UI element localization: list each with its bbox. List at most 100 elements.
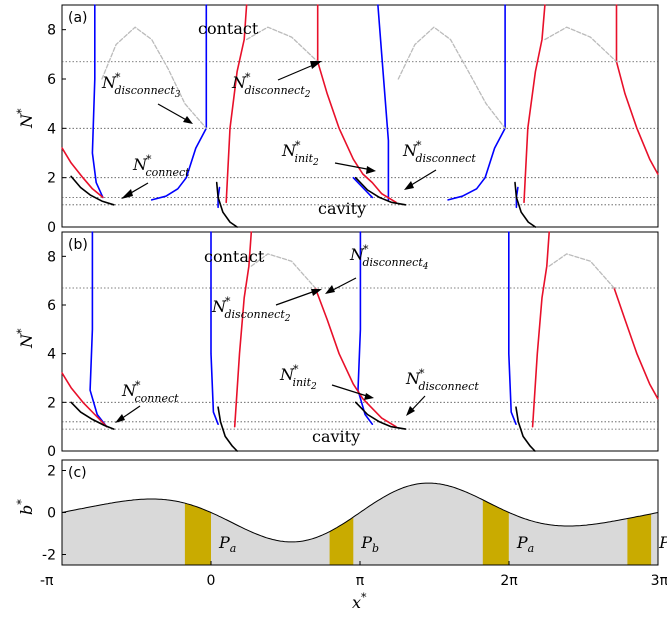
panel-a-label: (a) [68, 10, 88, 26]
panel-c-patches: PaPbPaPb [184, 499, 667, 565]
patch-label-base: P [658, 533, 667, 552]
y-tick-label: 0 [47, 506, 56, 522]
ann-sup: * [146, 153, 152, 166]
svg-text:N*disconnect3: N* disconnect3 [101, 71, 181, 100]
ann-base: N [349, 245, 365, 264]
svg-text:N*init2: N* init2 [281, 139, 319, 168]
arrow-line [334, 162, 373, 171]
panel-a-y-ticks: 0 2 4 6 8 [47, 23, 66, 236]
series-line [61, 372, 108, 428]
series-line [225, 4, 248, 204]
xlabel-base: x [352, 593, 361, 612]
panel-a-y-axis-label: N* [15, 108, 36, 129]
bottom-profile-curve [61, 482, 659, 543]
series-line [101, 26, 207, 129]
panel-a-annotation-disconnect3: N* disconnect3 [101, 71, 193, 124]
ann-base: N [101, 73, 117, 92]
patch-label-sub: b [372, 542, 379, 555]
panel-b-y-ticks: 0 2 4 6 8 [47, 249, 66, 460]
ann-sup: * [295, 139, 301, 152]
panel-a-annotation-init2: N* init2 [281, 139, 376, 174]
series-line [89, 231, 108, 428]
arrow-line [157, 103, 191, 123]
ann-sub: disconnect [363, 256, 424, 269]
ann-base: N [132, 155, 148, 174]
series-line [250, 253, 316, 289]
series-line [217, 406, 238, 452]
series-line [515, 406, 536, 452]
arrow-head [311, 289, 322, 296]
panel-a-annotation-disconnect: N* disconnect [402, 139, 476, 190]
x-tick-label: 2π [500, 573, 518, 589]
series-line [397, 26, 506, 129]
ann-sup: * [115, 71, 121, 84]
patch-label-sub: a [528, 542, 535, 555]
ann-sup: * [245, 71, 251, 84]
series-line [91, 4, 104, 199]
panel-c-label: (c) [68, 465, 87, 481]
series-line [523, 4, 546, 204]
panel-a-ylabel-star: * [15, 108, 28, 114]
x-tick-label: 3π [651, 573, 667, 589]
ann-base: N [231, 73, 247, 92]
series-line [215, 181, 238, 228]
x-axis-label: x* [352, 591, 367, 612]
series-line [61, 147, 104, 199]
patch-a [482, 499, 509, 565]
patch-label: Pa [516, 533, 534, 555]
ann-sup: * [225, 295, 231, 308]
arrow-line [275, 289, 319, 306]
panel-a-cavity-label: cavity [318, 199, 366, 218]
ann-sub: disconnect [245, 84, 306, 97]
ann-subsub: 2 [312, 158, 319, 168]
ann-sub: init [295, 152, 314, 165]
panel-b-series [61, 231, 659, 452]
ann-sup: * [135, 379, 141, 392]
svg-text:N*connect: N* connect [132, 153, 190, 179]
patch-b [329, 517, 354, 565]
ann-sub: connect [135, 392, 180, 405]
panel-a-annotation-connect: N* connect [121, 153, 190, 199]
series-line [233, 231, 253, 428]
ann-subsub: 3 [175, 90, 181, 100]
ann-subsub: 4 [422, 262, 429, 272]
svg-text:N*disconnect: N* disconnect [402, 139, 476, 165]
ann-base: N [279, 365, 295, 384]
y-tick-label: 2 [47, 395, 56, 411]
patch-label-base: P [360, 533, 372, 552]
panel-b-annotation-disconnect2: N* disconnect2 [211, 289, 322, 324]
arrow-head [310, 61, 322, 69]
panel-b-annotation-disconnect: N* disconnect [405, 367, 479, 416]
patch-label: Pb [658, 533, 667, 555]
patch-a [184, 503, 211, 565]
panel-b-ylabel-star: * [15, 328, 28, 334]
ann-base: N [405, 369, 421, 388]
panel-c-ylabel-base: b [17, 505, 36, 515]
y-tick-label: 2 [47, 464, 56, 480]
series-line [245, 26, 319, 63]
series-line [377, 4, 390, 201]
y-tick-label: 2 [47, 171, 56, 187]
panel-a-frame [61, 4, 659, 228]
panel-b-contact-label: contact [204, 247, 265, 266]
y-tick-label: 4 [47, 347, 56, 363]
y-tick-label: 0 [47, 220, 56, 236]
x-tick-label: 0 [207, 573, 216, 589]
panel-a-contact-label: contact [198, 19, 259, 38]
patch-b [627, 513, 652, 565]
svg-text:N*disconnect: N* disconnect [405, 367, 479, 393]
series-line [531, 231, 550, 428]
svg-text:N*init2: N* init2 [279, 363, 317, 392]
svg-text:N*disconnect2: N* disconnect2 [231, 71, 311, 100]
series-line [354, 401, 407, 430]
patch-label: Pa [218, 533, 236, 555]
y-tick-label: 0 [47, 444, 56, 460]
ann-subsub: 2 [284, 314, 291, 324]
panel-b-cavity-label: cavity [312, 427, 360, 446]
y-tick-label: 4 [47, 121, 56, 137]
series-line [615, 4, 659, 175]
